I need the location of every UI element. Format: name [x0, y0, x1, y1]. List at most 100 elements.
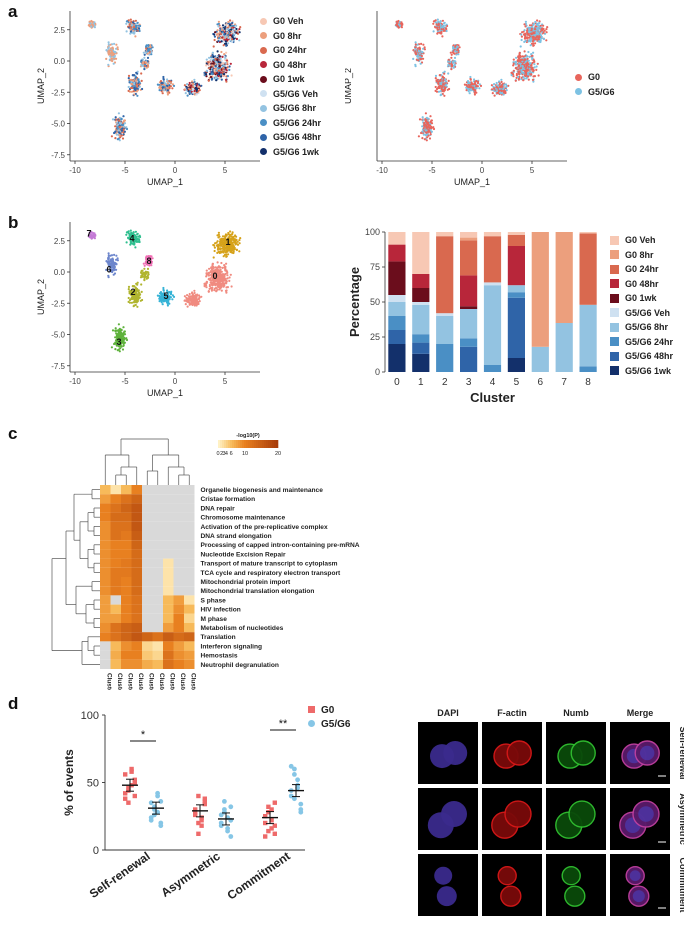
y-axis-label: UMAP_2 — [36, 68, 46, 104]
umap-point — [192, 299, 194, 301]
umap-point — [493, 83, 495, 85]
umap-point — [532, 24, 534, 26]
umap-point — [239, 26, 241, 28]
heatmap-cell — [121, 503, 132, 512]
scatter-point — [129, 770, 133, 774]
umap-point — [433, 128, 435, 130]
umap-point — [499, 88, 501, 90]
umap-point — [422, 116, 424, 118]
umap-point — [219, 61, 221, 63]
umap-point — [217, 240, 219, 242]
heatmap-cell — [184, 522, 195, 531]
umap-point — [454, 57, 456, 59]
umap-point — [108, 43, 110, 45]
umap-point — [216, 234, 218, 236]
umap-point — [116, 124, 118, 126]
bar-segment — [508, 292, 525, 298]
heatmap-cell — [184, 577, 195, 586]
bar-segment — [436, 316, 453, 344]
heatmap-cell — [142, 651, 153, 660]
x-tick-label: 2 — [442, 377, 448, 388]
umap-point — [222, 71, 224, 73]
umap-point — [543, 32, 545, 34]
umap-point — [136, 306, 138, 308]
umap-point — [218, 281, 220, 283]
umap-point — [218, 21, 220, 23]
heatmap-cell — [121, 568, 132, 577]
heatmap-cell — [111, 651, 122, 660]
umap-point — [428, 124, 430, 126]
heatmap-col-label: Cluster 0 — [147, 673, 154, 690]
umap-point — [143, 68, 145, 70]
heatmap-cell — [100, 549, 111, 558]
umap-point — [521, 36, 523, 38]
umap-point — [444, 25, 446, 27]
heatmap-cell — [100, 660, 111, 669]
umap-point — [225, 290, 227, 292]
umap-point — [130, 26, 132, 28]
umap-point — [220, 51, 222, 53]
umap-point — [220, 262, 222, 264]
umap-point — [162, 303, 164, 305]
umap-point — [441, 35, 443, 37]
umap-point — [220, 58, 222, 60]
umap-point — [501, 81, 503, 83]
umap-point — [194, 301, 196, 303]
cell-shape — [562, 867, 580, 885]
heatmap-cell — [174, 614, 185, 623]
umap-point — [160, 291, 162, 293]
umap-point — [222, 62, 224, 64]
scale-swatch — [232, 440, 234, 448]
umap-point — [220, 244, 222, 246]
umap-point — [224, 28, 226, 30]
scatter-point — [155, 791, 160, 796]
umap-point — [221, 251, 223, 253]
heatmap-cell — [153, 522, 164, 531]
umap-point — [231, 252, 233, 254]
umap-point — [220, 73, 222, 75]
umap-point — [431, 119, 433, 121]
legend-label: G5/G6 48hr — [273, 132, 321, 142]
umap-point — [515, 80, 517, 82]
umap-point — [123, 337, 125, 339]
umap-point — [224, 57, 226, 59]
umap-point — [88, 24, 90, 26]
bar-segment — [412, 302, 429, 305]
legend-entry: G0 24hr — [260, 43, 321, 58]
heatmap-row-label: Interferon signaling — [201, 643, 263, 650]
umap-point — [225, 253, 227, 255]
umap-point — [530, 33, 532, 35]
umap-point — [114, 55, 116, 57]
umap-point — [222, 31, 224, 33]
umap-point — [208, 63, 210, 65]
umap-point — [223, 44, 225, 46]
umap-point — [226, 250, 228, 252]
umap-point — [228, 25, 230, 27]
umap-point — [431, 122, 433, 124]
umap-point — [412, 58, 414, 60]
cluster-label: 0 — [212, 271, 217, 281]
legend-swatch — [575, 88, 582, 95]
umap-point — [420, 63, 422, 65]
umap-point — [474, 82, 476, 84]
umap-point — [128, 75, 130, 77]
heatmap-cell — [163, 651, 174, 660]
scatter-point — [269, 826, 273, 830]
bar-segment — [436, 232, 453, 236]
umap-point — [112, 52, 114, 54]
umap-point — [169, 298, 171, 300]
umap-point — [215, 65, 217, 67]
umap-point — [447, 64, 449, 66]
umap-point — [219, 272, 221, 274]
umap-point — [214, 250, 216, 252]
umap-point — [93, 232, 95, 234]
heatmap-col-label: Cluster 1 — [158, 673, 165, 690]
umap-point — [497, 84, 499, 86]
umap-point — [212, 52, 214, 54]
umap-point — [518, 73, 520, 75]
umap-point — [529, 62, 531, 64]
umap-point — [503, 90, 505, 92]
y-tick-label: 0.0 — [54, 268, 66, 277]
umap-point — [112, 48, 114, 50]
